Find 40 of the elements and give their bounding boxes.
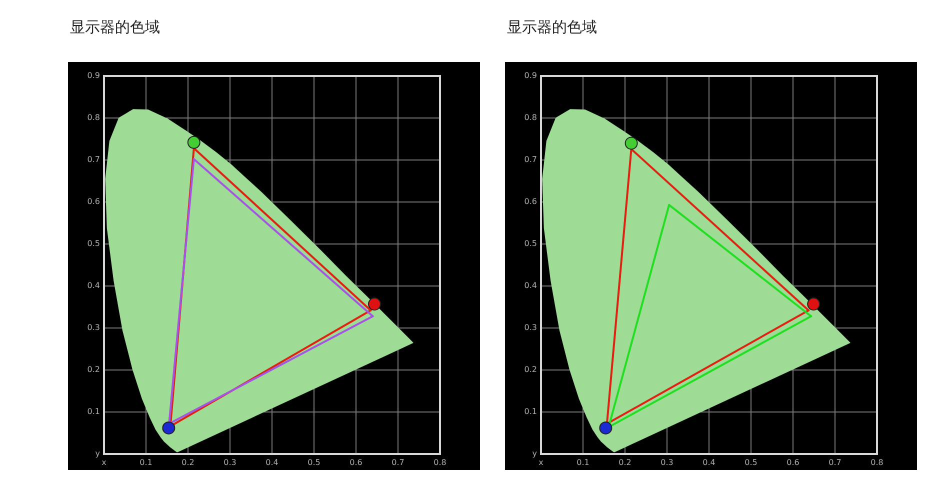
y-tick-label: 0.7 — [87, 155, 100, 164]
y-tick-label: 0.6 — [87, 197, 100, 206]
y-tick-label: 0.4 — [524, 281, 537, 290]
x-tick-label: 0.1 — [576, 458, 590, 467]
y-tick-label: 0.9 — [524, 71, 537, 80]
x-tick-label: 0.5 — [308, 458, 320, 467]
y-tick-label: 0.7 — [524, 155, 537, 164]
x-tick-label: 0.7 — [828, 458, 842, 467]
y-tick-label: 0.6 — [524, 197, 537, 206]
x-tick-label: 0.7 — [392, 458, 404, 467]
x-tick-label: 0.4 — [266, 458, 278, 467]
x-tick-label: 0.3 — [660, 458, 674, 467]
y-tick-label: 0.9 — [87, 71, 100, 80]
y-tick-label: 0.1 — [524, 407, 537, 416]
x-tick-label: 0.8 — [434, 458, 446, 467]
x-tick-label: x — [102, 458, 107, 467]
y-tick-label: 0.3 — [524, 323, 537, 332]
x-tick-label: 0.2 — [618, 458, 632, 467]
chart-title: 显示器的色域 — [70, 18, 160, 38]
y-tick-label: 0.4 — [87, 281, 100, 290]
x-tick-label: 0.2 — [182, 458, 194, 467]
x-tick-label: 0.4 — [702, 458, 716, 467]
y-tick-label: 0.1 — [87, 407, 100, 416]
x-tick-label: 0.5 — [744, 458, 758, 467]
x-tick-label: x — [538, 458, 544, 467]
y-tick-label: 0.5 — [524, 239, 537, 248]
x-tick-label: 0.1 — [140, 458, 152, 467]
y-tick-label: y — [532, 449, 538, 458]
y-tick-label: 0.8 — [87, 113, 100, 122]
x-tick-label: 0.3 — [224, 458, 236, 467]
x-tick-label: 0.8 — [870, 458, 884, 467]
y-tick-label: 0.2 — [524, 365, 537, 374]
y-tick-label: 0.2 — [87, 365, 100, 374]
y-tick-label: 0.3 — [87, 323, 100, 332]
y-tick-label: 0.8 — [524, 113, 537, 122]
y-tick-label: 0.5 — [87, 239, 100, 248]
y-tick-label: y — [95, 449, 100, 458]
x-tick-label: 0.6 — [786, 458, 800, 467]
x-tick-label: 0.6 — [350, 458, 362, 467]
chart-title: 显示器的色域 — [507, 18, 597, 38]
